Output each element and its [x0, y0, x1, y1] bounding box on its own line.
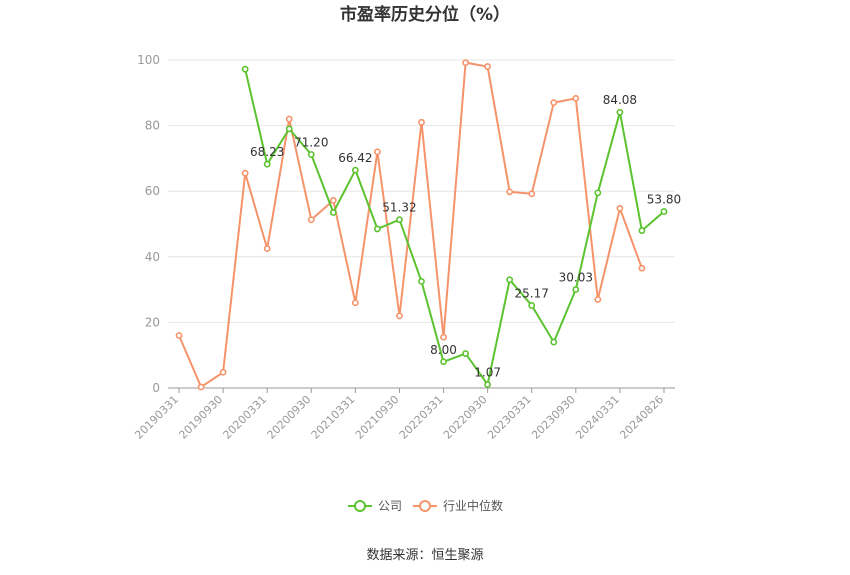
data-point [528, 302, 536, 309]
data-point [462, 59, 469, 67]
data-point [440, 333, 447, 341]
data-label: 71.20 [294, 135, 328, 149]
data-label: 51.32 [382, 201, 416, 215]
y-tick-label: 60 [145, 184, 160, 198]
data-point [263, 245, 271, 252]
data-label: 1.07 [474, 365, 501, 379]
x-tick-label: 20210930 [353, 393, 402, 442]
x-tick-label: 20220331 [397, 393, 446, 442]
data-labels: 68.23 71.20 66.42 51.32 8.00 1.07 25.17 30.03 84… [250, 93, 681, 379]
x-tick-label: 20230930 [529, 393, 578, 442]
y-tick-label: 0 [152, 381, 160, 395]
axes: 0 20 40 60 80 100 2019033120190930202003312020… [132, 53, 675, 442]
data-point [197, 383, 205, 391]
x-tick-label: 20240331 [573, 393, 622, 442]
data-point [285, 125, 293, 133]
data-point [307, 216, 315, 224]
data-label: 66.42 [338, 151, 372, 165]
x-tick-label: 20200331 [221, 393, 270, 442]
data-point [329, 196, 337, 204]
data-point [638, 264, 646, 272]
data-point [351, 299, 359, 307]
x-tick-label: 20200930 [265, 393, 314, 442]
data-point [329, 209, 337, 216]
data-point [418, 277, 425, 285]
data-point [418, 118, 425, 126]
gridlines [168, 59, 675, 323]
source-note: 数据来源：恒生聚源 [366, 548, 483, 563]
x-tick-label: 20220930 [441, 393, 490, 442]
data-point [351, 166, 359, 174]
data-point [638, 227, 646, 234]
data-point [550, 338, 558, 346]
data-point [440, 358, 447, 366]
data-point [219, 368, 227, 376]
legend-swatch-marker [354, 500, 366, 512]
data-point [374, 148, 381, 156]
data-point [616, 204, 624, 212]
series-line-1 [178, 61, 643, 388]
y-tick-label: 40 [145, 250, 160, 264]
data-point [374, 225, 381, 233]
legend: 公司 行业中位数 [348, 498, 503, 513]
data-point [396, 312, 403, 320]
data-point [506, 276, 514, 284]
data-point [594, 189, 602, 197]
data-point [396, 216, 403, 224]
legend-label: 行业中位数 [443, 498, 503, 513]
x-tick-label: 20240826 [617, 393, 666, 442]
data-point [506, 188, 514, 196]
data-point [307, 151, 315, 158]
data-label: 84.08 [603, 93, 637, 107]
data-point [484, 381, 492, 388]
x-tick-label: 20230331 [485, 393, 534, 442]
data-point [550, 99, 558, 107]
data-point [241, 169, 249, 177]
y-tick-label: 100 [137, 53, 160, 67]
data-point [263, 160, 271, 168]
y-tick-label: 80 [145, 119, 160, 133]
chart-title: 市盈率历史分位（%） [340, 4, 510, 25]
data-point [484, 63, 492, 70]
data-label: 53.80 [647, 193, 681, 207]
y-tick-label: 20 [145, 315, 160, 329]
series-line-0 [244, 68, 665, 386]
data-point [594, 296, 602, 303]
data-point [285, 115, 293, 123]
data-label: 68.23 [250, 145, 284, 159]
data-point [616, 108, 624, 116]
series-lines [175, 59, 668, 391]
data-point [660, 208, 668, 215]
data-point [572, 94, 580, 102]
x-tick-label: 20210331 [309, 393, 358, 442]
data-point [572, 286, 580, 293]
data-point [462, 350, 469, 357]
data-point [175, 332, 183, 339]
data-label: 25.17 [515, 286, 549, 300]
x-tick-label: 20190331 [132, 393, 181, 442]
legend-label: 公司 [378, 499, 402, 513]
x-tick-label: 20190930 [176, 393, 225, 442]
data-label: 30.03 [559, 271, 593, 285]
data-point [241, 65, 249, 73]
data-point [528, 190, 536, 198]
data-label: 8.00 [430, 343, 457, 357]
legend-swatch-marker [419, 500, 431, 512]
